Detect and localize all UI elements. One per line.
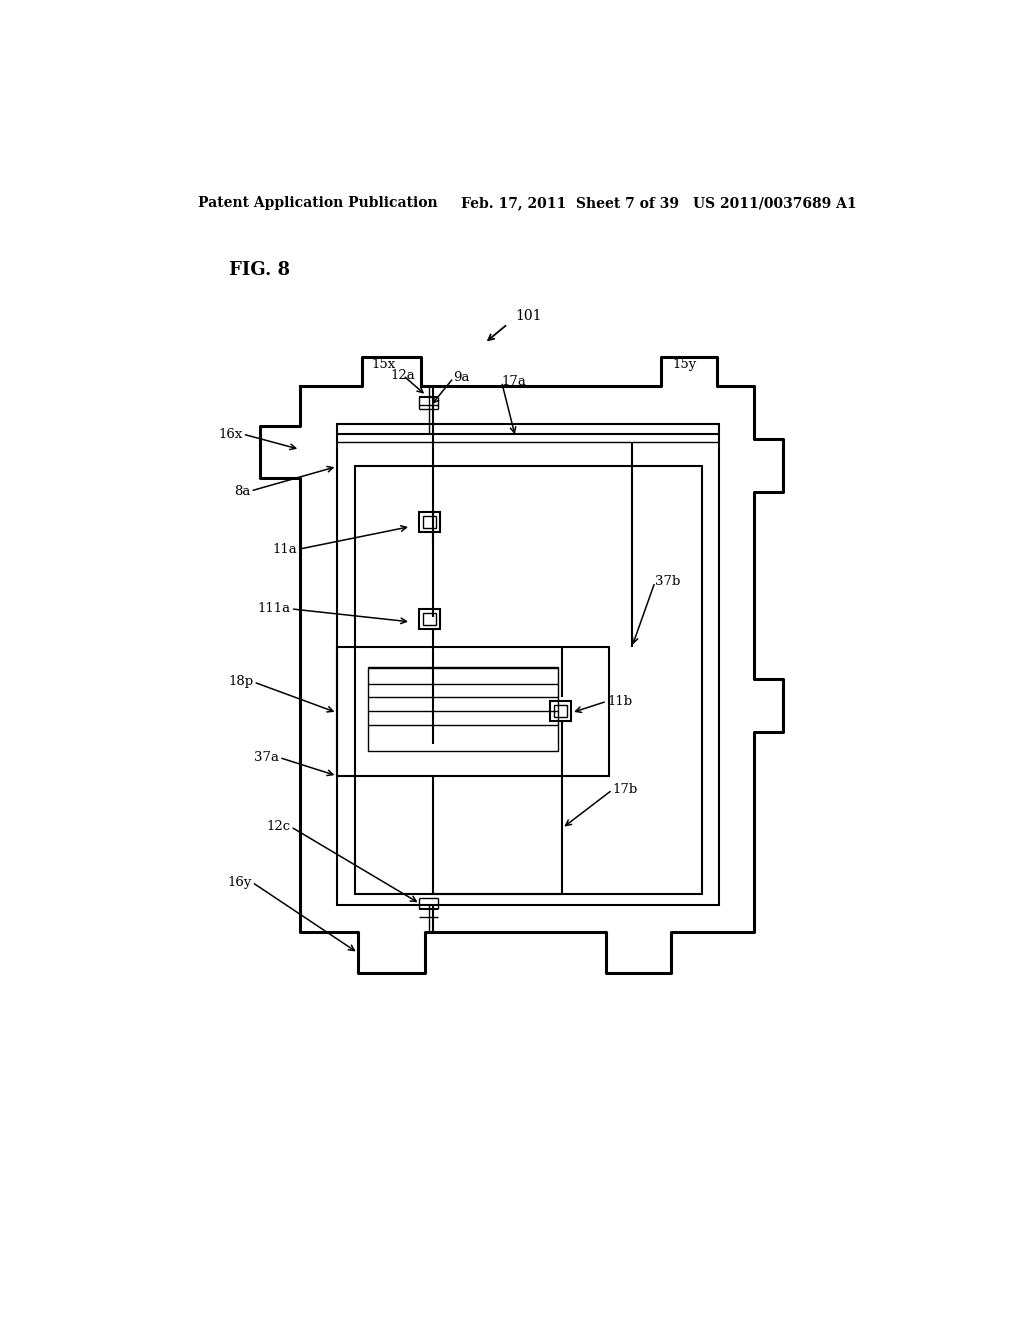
Text: 16y: 16y bbox=[227, 875, 252, 888]
Text: 15x: 15x bbox=[372, 358, 396, 371]
Bar bbox=[337, 647, 608, 776]
Text: 17a: 17a bbox=[502, 375, 526, 388]
Bar bbox=[423, 612, 435, 626]
Bar bbox=[355, 466, 701, 894]
Bar bbox=[423, 516, 435, 528]
Text: 18p: 18p bbox=[228, 676, 254, 689]
Text: 37b: 37b bbox=[655, 576, 680, 589]
Bar bbox=[369, 667, 558, 751]
Bar bbox=[420, 609, 439, 628]
Text: 17b: 17b bbox=[612, 783, 638, 796]
Text: 9a: 9a bbox=[454, 371, 470, 384]
Bar bbox=[420, 512, 439, 532]
Bar bbox=[550, 701, 570, 721]
Text: 16x: 16x bbox=[218, 428, 243, 441]
Text: Patent Application Publication: Patent Application Publication bbox=[198, 197, 437, 210]
Text: 12a: 12a bbox=[391, 370, 416, 381]
Text: Feb. 17, 2011  Sheet 7 of 39: Feb. 17, 2011 Sheet 7 of 39 bbox=[461, 197, 679, 210]
Text: FIG. 8: FIG. 8 bbox=[228, 261, 290, 279]
Text: 111a: 111a bbox=[258, 602, 291, 615]
Bar bbox=[554, 705, 566, 718]
Text: 12c: 12c bbox=[266, 820, 291, 833]
Text: 11a: 11a bbox=[272, 543, 297, 556]
Bar bbox=[337, 424, 719, 906]
Text: 37a: 37a bbox=[254, 751, 280, 764]
Text: 11b: 11b bbox=[607, 694, 632, 708]
Text: 101: 101 bbox=[515, 309, 542, 323]
Text: 8a: 8a bbox=[234, 484, 251, 498]
Text: 15y: 15y bbox=[673, 358, 696, 371]
Text: US 2011/0037689 A1: US 2011/0037689 A1 bbox=[693, 197, 856, 210]
